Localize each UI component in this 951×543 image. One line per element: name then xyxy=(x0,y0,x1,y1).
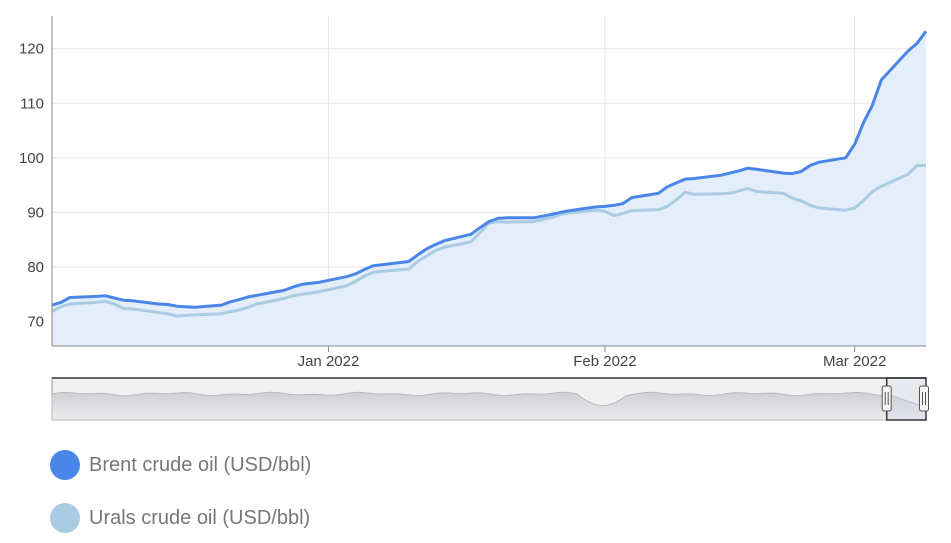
y-tick-label: 90 xyxy=(27,204,44,221)
y-tick-label: 80 xyxy=(27,259,44,276)
y-tick-label: 120 xyxy=(19,41,44,58)
legend-label-brent: Brent crude oil (USD/bbl) xyxy=(89,453,312,476)
x-tick-label: Mar 2022 xyxy=(823,353,886,370)
legend-item-urals[interactable]: Urals crude oil (USD/bbl) xyxy=(50,503,310,533)
data-points xyxy=(51,31,927,317)
x-tick-label: Feb 2022 xyxy=(573,353,636,370)
navigator-right-handle[interactable] xyxy=(919,385,929,412)
y-tick-label: 110 xyxy=(20,95,44,112)
navigator-area xyxy=(51,391,927,421)
navigator-left-handle[interactable] xyxy=(881,385,892,412)
navigator[interactable] xyxy=(51,377,929,421)
y-tick-label: 70 xyxy=(27,313,44,330)
urals-legend-swatch xyxy=(50,503,80,533)
legend-label-urals: Urals crude oil (USD/bbl) xyxy=(89,506,311,529)
legend-item-brent[interactable]: Brent crude oil (USD/bbl) xyxy=(50,450,311,480)
chart-canvas: 70 80 90 100 110 120 Jan 2022 Feb 2022 Mar 2022 xyxy=(19,16,929,421)
brent-legend-swatch xyxy=(50,450,80,480)
x-axis-ticks: Jan 2022 Feb 2022 Mar 2022 xyxy=(298,346,886,370)
y-tick-label: 100 xyxy=(19,150,44,167)
chart-legend-2: Urals crude oil (USD/bbl) xyxy=(50,503,310,533)
brent-area-fill xyxy=(52,31,926,347)
y-axis-ticks: 70 80 90 100 110 120 xyxy=(19,41,44,331)
chart-legend: Brent crude oil (USD/bbl) xyxy=(50,450,311,480)
x-tick-label: Jan 2022 xyxy=(298,353,360,370)
